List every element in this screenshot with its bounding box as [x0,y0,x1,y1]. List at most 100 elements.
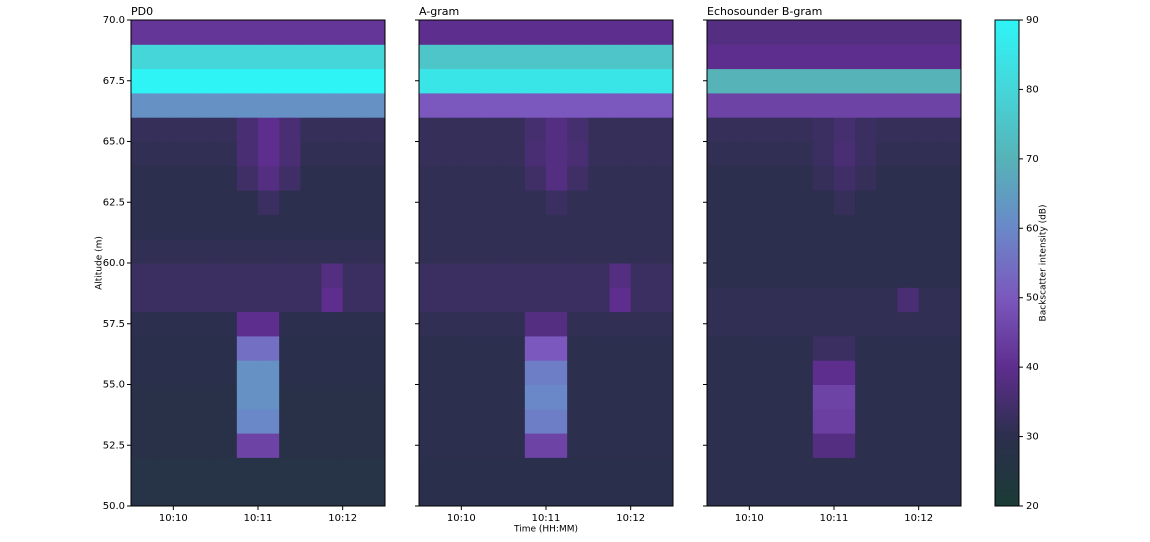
heatmap-cell [503,165,526,191]
heatmap-cell [342,335,365,361]
heatmap-cell [770,384,793,410]
heatmap-cell [939,44,962,70]
heatmap-cell [524,214,547,240]
heatmap-cell [588,384,610,410]
heatmap-cell [363,457,386,483]
x-tick-label: 10:11 [820,513,849,524]
heatmap-cell [791,214,814,240]
heatmap-cell [131,384,153,410]
heatmap-cell [419,190,441,215]
heatmap-cell [749,117,771,142]
heatmap-cell [482,141,505,167]
heatmap-cell [440,457,462,483]
heatmap-cell [770,214,793,240]
heatmap-cell [918,238,941,264]
heatmap-cell [834,384,856,410]
heatmap-cell [707,384,729,410]
heatmap-cell [707,457,729,483]
heatmap-cell [363,433,386,458]
heatmap-cell [152,287,174,313]
heatmap-cell [173,68,195,94]
heatmap-cell [300,263,322,288]
heatmap-cell [279,92,301,118]
heatmap-cell [524,20,547,45]
heatmap-cell [215,408,238,434]
heatmap-cell [524,141,547,167]
heatmap-cell [482,190,505,215]
heatmap-cell [630,190,653,215]
y-tick-label: 52.5 [103,440,125,451]
heatmap-cell [546,457,568,483]
heatmap-cell [173,44,195,70]
x-tick-label: 10:12 [904,513,933,524]
heatmap-cell [321,311,344,337]
heatmap-cell [791,68,814,94]
heatmap-cell [791,335,814,361]
heatmap-cell [131,68,153,94]
heatmap-cell [651,68,674,94]
heatmap-cell [524,408,547,434]
heatmap-cell [834,117,856,142]
heatmap-cell [461,335,483,361]
heatmap-cell [749,263,771,288]
heatmap-cell [812,20,835,45]
heatmap-cell [546,190,568,215]
heatmap-cell [609,117,632,142]
heatmap-cell [651,165,674,191]
colorbar-tick-label: 60 [1026,223,1039,234]
heatmap-cell [363,311,386,337]
heatmap-cell [300,311,322,337]
x-tick-label: 10:12 [328,513,357,524]
x-tick-label: 10:11 [532,513,561,524]
heatmap-cell [876,360,898,385]
heatmap-cell [363,92,386,118]
heatmap-cell [524,335,547,361]
heatmap-cell [630,117,653,142]
heatmap-cell [918,44,941,70]
heatmap-cell [834,238,856,264]
heatmap-cell [300,165,322,191]
heatmap-cell [363,335,386,361]
heatmap-cell [834,360,856,385]
heatmap-cell [215,44,238,70]
heatmap-cell [567,68,589,94]
heatmap-cell [609,408,632,434]
y-tick-label: 50.0 [103,501,125,512]
heatmap-cell [215,360,238,385]
heatmap-cell [300,214,322,240]
heatmap-cell [749,165,771,191]
heatmap-cell [728,214,750,240]
heatmap-cell [876,68,898,94]
heatmap-cell [503,311,526,337]
heatmap-cell [482,287,505,313]
heatmap-cell [770,20,793,45]
colorbar-tick-label: 90 [1026,15,1039,26]
heatmap-cell [321,384,344,410]
heatmap-cell [482,165,505,191]
heatmap-cell [567,214,589,240]
heatmap-cell [215,214,238,240]
heatmap-cell [630,311,653,337]
heatmap-cell [524,92,547,118]
heatmap-cell [342,20,365,45]
heatmap-cell [728,165,750,191]
heatmap-cell [236,287,259,313]
heatmap-cell [939,335,962,361]
heatmap-cell [749,92,771,118]
heatmap-cell [258,214,280,240]
heatmap-cell [258,408,280,434]
heatmap-cell [321,433,344,458]
heatmap-cell [440,117,462,142]
heatmap-cell [567,190,589,215]
heatmap-cell [630,141,653,167]
heatmap-cell [363,263,386,288]
heatmap-cell [419,360,441,385]
heatmap-cell [630,457,653,483]
heatmap-cell [131,238,153,264]
heatmap-cell [834,481,856,507]
heatmap-cell [609,311,632,337]
heatmap-cell [236,141,259,167]
heatmap-cell [651,384,674,410]
heatmap-cell [419,384,441,410]
heatmap-cell [258,311,280,337]
